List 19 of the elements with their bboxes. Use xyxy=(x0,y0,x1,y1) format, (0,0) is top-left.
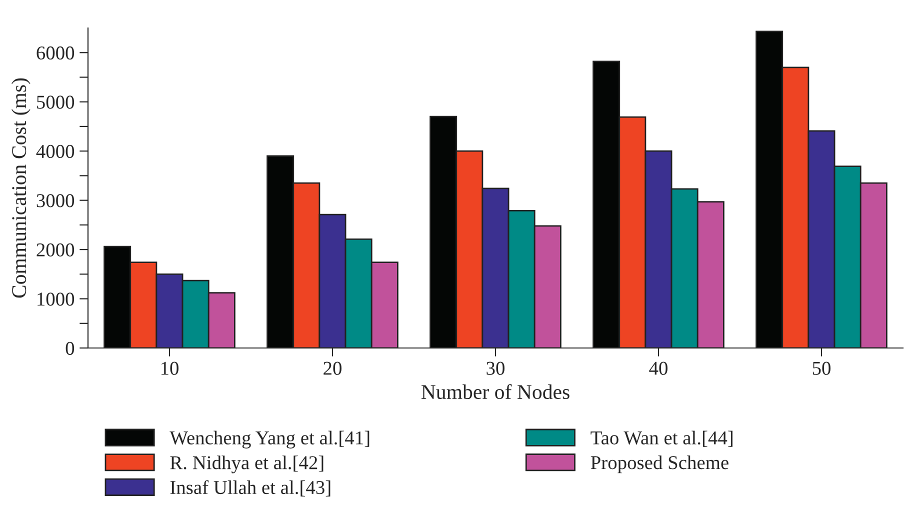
legend-label: Proposed Scheme xyxy=(590,456,728,474)
y-axis-title: Communication Cost (ms) xyxy=(11,78,30,298)
x-tick-label: 40 xyxy=(649,362,668,375)
x-axis-title: Number of Nodes xyxy=(421,384,570,400)
y-tick-label: 0 xyxy=(66,342,74,355)
legend-label: Wencheng Yang et al.[41] xyxy=(170,430,370,448)
legend-label: R. Nidhya et al.[42] xyxy=(170,456,324,474)
legend-label: Tao Wan et al.[44] xyxy=(590,430,732,447)
x-tick-label: 50 xyxy=(812,362,830,375)
x-tick-label: 10 xyxy=(161,362,178,375)
x-tick-label: 20 xyxy=(324,362,342,375)
y-tick-label: 4000 xyxy=(36,144,74,158)
y-tick-label: 1000 xyxy=(38,292,74,306)
y-tick-label: 5000 xyxy=(37,96,74,109)
x-tick-label: 30 xyxy=(486,362,504,375)
y-tick-label: 3000 xyxy=(36,194,74,208)
y-tick-label: 6000 xyxy=(36,46,74,60)
legend-label: Insaf Ullah et al.[43] xyxy=(170,480,330,496)
y-tick-label: 2000 xyxy=(36,243,74,256)
